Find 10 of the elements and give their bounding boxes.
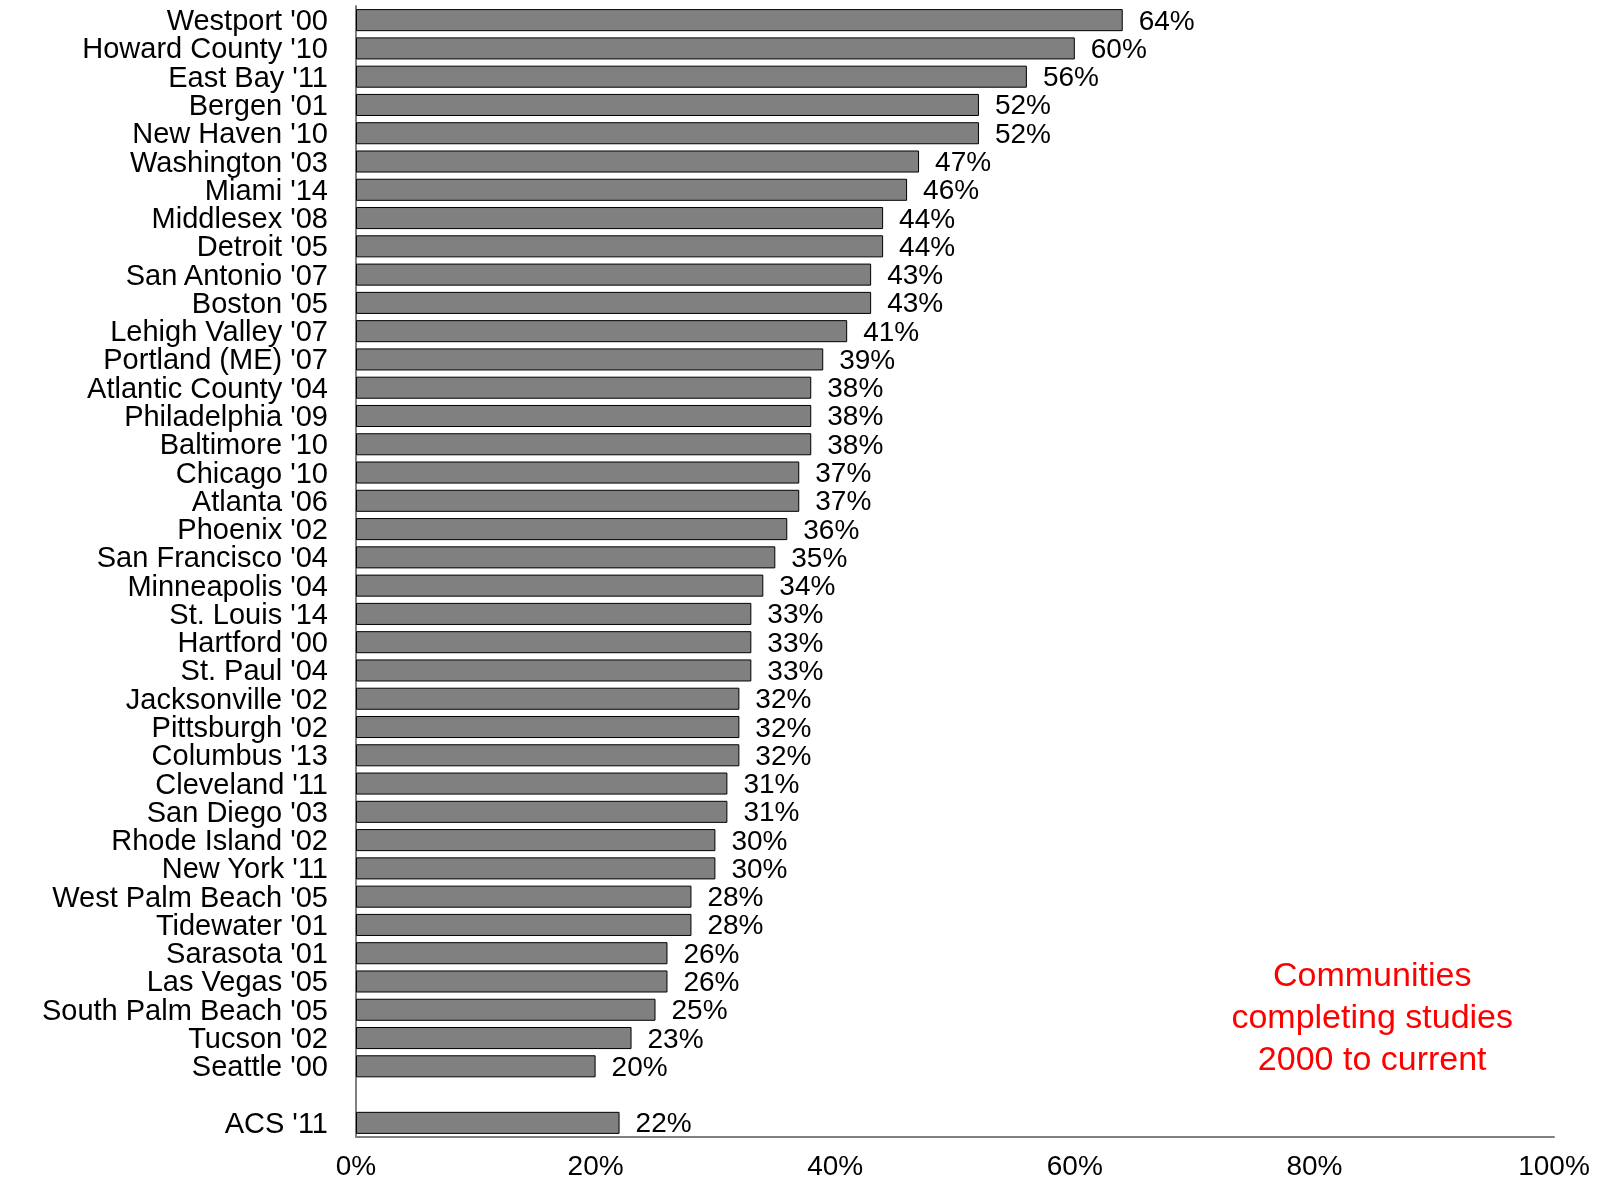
- x-tick-label: 0%: [335, 1149, 377, 1181]
- annotation: Communities completing studies 2000 to current: [1231, 955, 1514, 1077]
- x-tick-label: 20%: [567, 1149, 624, 1181]
- x-tick-label: 40%: [807, 1149, 864, 1181]
- y-tick-label: Westport '00: [166, 4, 328, 37]
- data-label: 22%: [635, 1107, 692, 1139]
- x-tick-label: 60%: [1046, 1149, 1103, 1181]
- y-tick-label: ACS '11: [224, 1106, 328, 1139]
- x-tick-label: 100%: [1518, 1149, 1590, 1181]
- x-tick-label: 80%: [1286, 1149, 1343, 1181]
